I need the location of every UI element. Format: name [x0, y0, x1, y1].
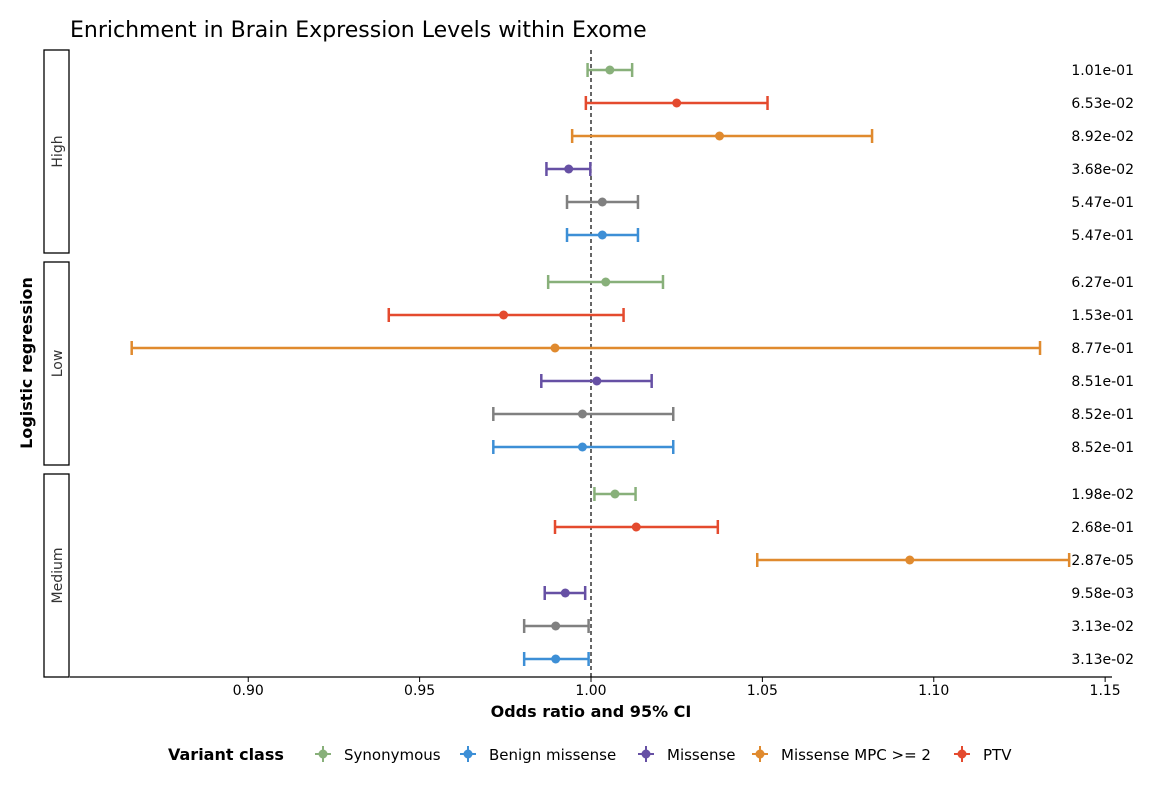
p-value-label: 9.58e-03 [1071, 586, 1134, 602]
point-estimate [601, 277, 611, 287]
p-value-label: 2.87e-05 [1071, 553, 1134, 569]
p-value-label: 8.92e-02 [1071, 129, 1134, 145]
x-tick-label: 1.00 [575, 683, 606, 699]
forest-row: 9.58e-03 [543, 586, 1134, 602]
forest-row: 3.13e-02 [522, 652, 1134, 668]
legend-label: Missense MPC >= 2 [781, 746, 931, 764]
legend-item: PTV [954, 746, 1012, 764]
point-estimate [605, 65, 615, 75]
p-value-label: 1.53e-01 [1071, 308, 1134, 324]
p-value-label: 3.68e-02 [1071, 162, 1134, 178]
point-estimate [564, 164, 574, 174]
chart-title: Enrichment in Brain Expression Levels wi… [70, 18, 647, 43]
y-axis-title: Logistic regression [17, 277, 36, 449]
legend-key-dot [957, 749, 967, 759]
point-estimate [551, 621, 561, 631]
point-estimate [551, 654, 561, 664]
p-value-label: 8.52e-01 [1071, 440, 1134, 456]
p-value-label: 6.27e-01 [1071, 275, 1134, 291]
point-estimate [715, 131, 725, 141]
forest-row: 1.53e-01 [387, 308, 1134, 324]
point-estimate [631, 522, 641, 532]
forest-row: 2.87e-05 [755, 553, 1134, 569]
p-value-label: 5.47e-01 [1071, 228, 1134, 244]
strip-label: High [50, 135, 66, 167]
x-tick-label: 1.10 [918, 683, 949, 699]
legend-title: Variant class [168, 745, 284, 764]
legend-label: PTV [983, 746, 1012, 764]
legend-key-dot [318, 749, 328, 759]
forest-row: 6.27e-01 [546, 275, 1134, 291]
strip-medium [43, 473, 70, 678]
strip-low [43, 261, 70, 466]
forest-row: 1.98e-02 [593, 487, 1134, 503]
x-axis-title: Odds ratio and 95% CI [491, 702, 692, 721]
strip-label: Medium [50, 548, 66, 604]
x-tick-label: 0.95 [404, 683, 435, 699]
point-estimate [597, 230, 607, 240]
forest-row: 2.68e-01 [553, 520, 1134, 536]
legend-label: Missense [667, 746, 736, 764]
point-estimate [499, 310, 509, 320]
point-estimate [577, 442, 587, 452]
legend-label: Benign missense [489, 746, 616, 764]
p-value-label: 3.13e-02 [1071, 619, 1134, 635]
legend: Variant class Synonymous Benign missense Mi… [168, 745, 1012, 764]
p-value-label: 2.68e-01 [1071, 520, 1134, 536]
legend-item: Missense MPC >= 2 [752, 746, 931, 764]
forest-row: 8.92e-02 [570, 129, 1134, 145]
point-estimate [905, 555, 915, 565]
p-value-label: 8.77e-01 [1071, 341, 1134, 357]
legend-item: Synonymous [315, 746, 441, 764]
x-tick-label: 1.15 [1090, 683, 1121, 699]
p-value-label: 5.47e-01 [1071, 195, 1134, 211]
x-axis: 0.90 0.95 1.00 1.05 1.10 1.15 [70, 676, 1121, 699]
forest-row: 8.77e-01 [130, 341, 1134, 357]
p-value-label: 1.01e-01 [1071, 63, 1134, 79]
legend-key-dot [641, 749, 651, 759]
legend-item: Benign missense [460, 746, 616, 764]
x-tick-label: 1.05 [747, 683, 778, 699]
x-tick-label: 0.90 [233, 683, 264, 699]
point-estimate [577, 409, 587, 419]
forest-row: 8.52e-01 [492, 407, 1134, 423]
legend-label: Synonymous [344, 746, 441, 764]
forest-row: 3.13e-02 [522, 619, 1134, 635]
point-estimate [610, 489, 620, 499]
forest-row: 8.52e-01 [492, 440, 1134, 456]
strip-label: Low [50, 350, 66, 378]
forest-row: 5.47e-01 [565, 195, 1134, 211]
plot-marks: 1.01e-01 6.53e-02 8.92e-02 3.68e-02 5.47e-01… [130, 50, 1134, 677]
point-estimate [597, 197, 607, 207]
forest-row: 8.51e-01 [540, 374, 1134, 390]
p-value-label: 3.13e-02 [1071, 652, 1134, 668]
p-value-label: 6.53e-02 [1071, 96, 1134, 112]
point-estimate [560, 588, 570, 598]
point-estimate [592, 376, 602, 386]
p-value-label: 8.51e-01 [1071, 374, 1134, 390]
forest-row: 3.68e-02 [545, 162, 1134, 178]
forest-row: 5.47e-01 [565, 228, 1134, 244]
legend-key-dot [463, 749, 473, 759]
point-estimate [550, 343, 560, 353]
panels: High Low Medium [43, 49, 70, 678]
strip-high [43, 49, 70, 254]
p-value-label: 8.52e-01 [1071, 407, 1134, 423]
forest-row: 6.53e-02 [584, 96, 1134, 112]
p-value-label: 1.98e-02 [1071, 487, 1134, 503]
point-estimate [672, 98, 682, 108]
legend-key-dot [755, 749, 765, 759]
legend-item: Missense [638, 746, 736, 764]
forest-row: 1.01e-01 [586, 63, 1134, 79]
